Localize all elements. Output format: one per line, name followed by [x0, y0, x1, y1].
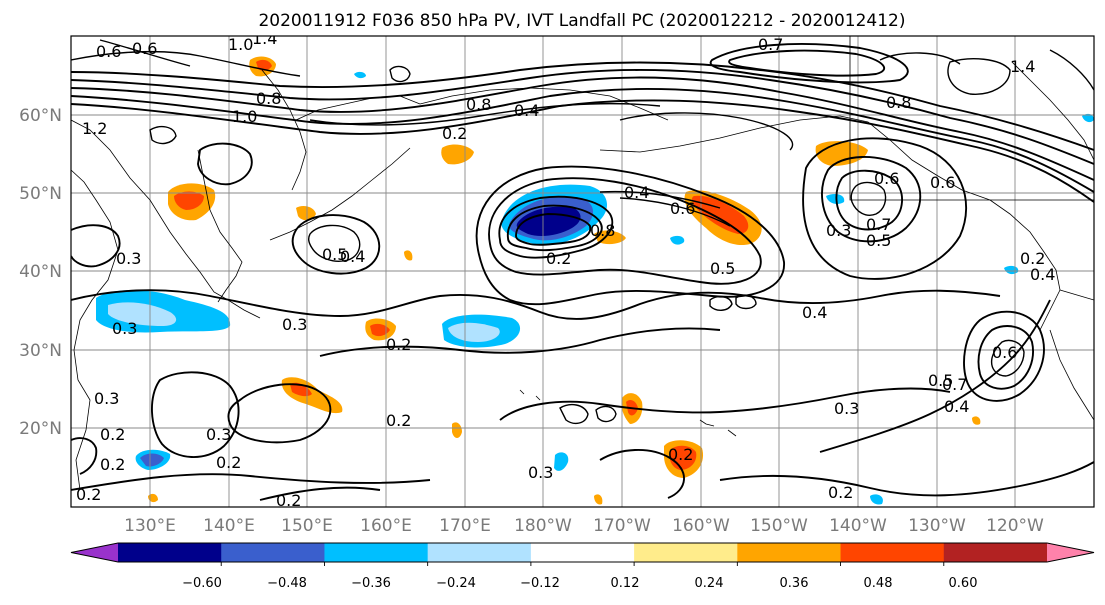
contour-label: 0.2: [668, 445, 693, 464]
contour-label: 0.2: [442, 124, 467, 143]
contour-label: 0.3: [94, 389, 119, 408]
contour-label: 0.3: [112, 319, 137, 338]
colorbar-tick-label: −0.48: [267, 576, 307, 591]
lon-label: 140°E: [203, 516, 255, 536]
contour-label: 0.4: [340, 247, 365, 266]
colorbar-segment: [943, 543, 1048, 562]
contour-label: 0.2: [100, 425, 125, 444]
contour-label: 0.4: [624, 183, 649, 202]
lon-label: 180°W: [514, 516, 572, 536]
lon-label: 130°W: [908, 516, 966, 536]
contour-label: 0.5: [322, 245, 347, 264]
contour-label: 0.3: [528, 463, 553, 482]
lat-label: 20°N: [19, 419, 62, 439]
contour-label: 0.2: [386, 335, 411, 354]
contour-label: 0.4: [514, 101, 539, 120]
colorbar-outline: [70, 542, 1095, 563]
contour-label: 0.3: [826, 221, 851, 240]
coastlines: [71, 36, 1094, 491]
colorbar-segment: [324, 543, 429, 562]
contour-label: 1.0: [228, 35, 253, 54]
contour-label: 0.8: [590, 221, 615, 240]
colorbar-segment: [530, 543, 635, 562]
colorbar-extend-low: [71, 543, 118, 562]
contour-label: 0.8: [256, 89, 281, 108]
colorbar-tick-label: 0.24: [695, 576, 724, 591]
contour-label: 0.8: [886, 93, 911, 112]
colorbar-segment: [840, 543, 945, 562]
lon-label: 160°E: [360, 516, 412, 536]
contour-label: 0.5: [928, 371, 953, 390]
contour-label: 0.2: [546, 249, 571, 268]
map-content: 0.6 0.6 1.4 0.7 1.4 1.0 0.8 1.2 1.0 0.2 …: [71, 29, 1094, 510]
lon-label: 170°E: [439, 516, 491, 536]
colorbar-tick-label: −0.12: [520, 576, 560, 591]
colorbar-tick-label: −0.60: [182, 576, 222, 591]
lon-label: 150°E: [281, 516, 333, 536]
contour-label: 0.6: [132, 39, 157, 58]
colorbar-tick-labels: −0.60 −0.48 −0.36 −0.24 −0.12 0.12 0.24 …: [182, 576, 977, 591]
colorbar-segment: [118, 543, 222, 562]
contour-label: 1.0: [232, 107, 257, 126]
contour-label: 1.4: [1010, 57, 1035, 76]
contour-label: 0.7: [942, 375, 967, 394]
contour-label: 0.8: [466, 95, 491, 114]
contour-label: 0.3: [116, 249, 141, 268]
colorbar-segment: [737, 543, 842, 562]
lon-label: 160°W: [672, 516, 730, 536]
contour-label: 0.2: [76, 485, 101, 504]
contour-label: 0.2: [828, 483, 853, 502]
colorbar-tick-label: 0.36: [780, 576, 809, 591]
contour-labels: 0.6 0.6 1.4 0.7 1.4 1.0 0.8 1.2 1.0 0.2 …: [76, 29, 1055, 510]
lon-label: 150°W: [750, 516, 808, 536]
map-frame: [70, 35, 1095, 508]
contour-label: 0.4: [1030, 265, 1055, 284]
contour-label: 0.6: [930, 173, 955, 192]
lat-label: 50°N: [19, 184, 62, 204]
colorbar-segment: [427, 543, 532, 562]
contour-label: 0.7: [866, 215, 891, 234]
contour-label: 0.3: [282, 315, 307, 334]
lat-label: 30°N: [19, 341, 62, 361]
lon-label: 140°W: [829, 516, 887, 536]
longitude-labels: 130°E 140°E 150°E 160°E 170°E 180°W 170°…: [124, 516, 1044, 536]
colorbar-tick-label: 0.12: [611, 576, 640, 591]
pv-contours: [71, 39, 1094, 501]
contour-label: 1.2: [82, 119, 107, 138]
lat-label: 60°N: [19, 106, 62, 126]
colorbar-tick-label: −0.24: [436, 576, 476, 591]
colorbar-extend-high: [1047, 543, 1094, 562]
contour-label: 0.3: [206, 425, 231, 444]
colorbar-tick-label: 0.60: [949, 576, 978, 591]
colorbar-tick-label: 0.48: [864, 576, 893, 591]
colorbar-segment: [221, 543, 325, 562]
contour-label: 0.7: [758, 35, 783, 54]
contour-label: 0.4: [802, 303, 827, 322]
contour-label: 0.4: [944, 397, 969, 416]
lat-label: 40°N: [19, 262, 62, 282]
contour-label: 0.5: [710, 259, 735, 278]
gridlines: [71, 36, 1094, 507]
lon-label: 130°E: [124, 516, 176, 536]
contour-label: 0.2: [276, 491, 301, 510]
contour-label: 0.2: [216, 453, 241, 472]
lon-label: 120°W: [986, 516, 1044, 536]
lon-label: 170°W: [593, 516, 651, 536]
contour-label: 0.3: [834, 399, 859, 418]
contour-label: 0.6: [670, 199, 695, 218]
contour-label: 0.6: [874, 169, 899, 188]
latitude-labels: 60°N 50°N 40°N 30°N 20°N: [19, 106, 62, 439]
contour-label: 0.2: [1020, 249, 1045, 268]
colorbar-tick-label: −0.36: [351, 576, 391, 591]
map-title: 2020011912 F036 850 hPa PV, IVT Landfall…: [258, 11, 905, 31]
contour-label: 0.6: [992, 343, 1017, 362]
colorbar-segment: [634, 543, 738, 562]
contour-label: 0.2: [386, 411, 411, 430]
colorbar: [70, 542, 1095, 566]
contour-label: 0.5: [866, 231, 891, 250]
contour-label: 0.2: [100, 455, 125, 474]
contour-label: 1.4: [252, 29, 277, 48]
contour-label: 0.6: [96, 42, 121, 61]
